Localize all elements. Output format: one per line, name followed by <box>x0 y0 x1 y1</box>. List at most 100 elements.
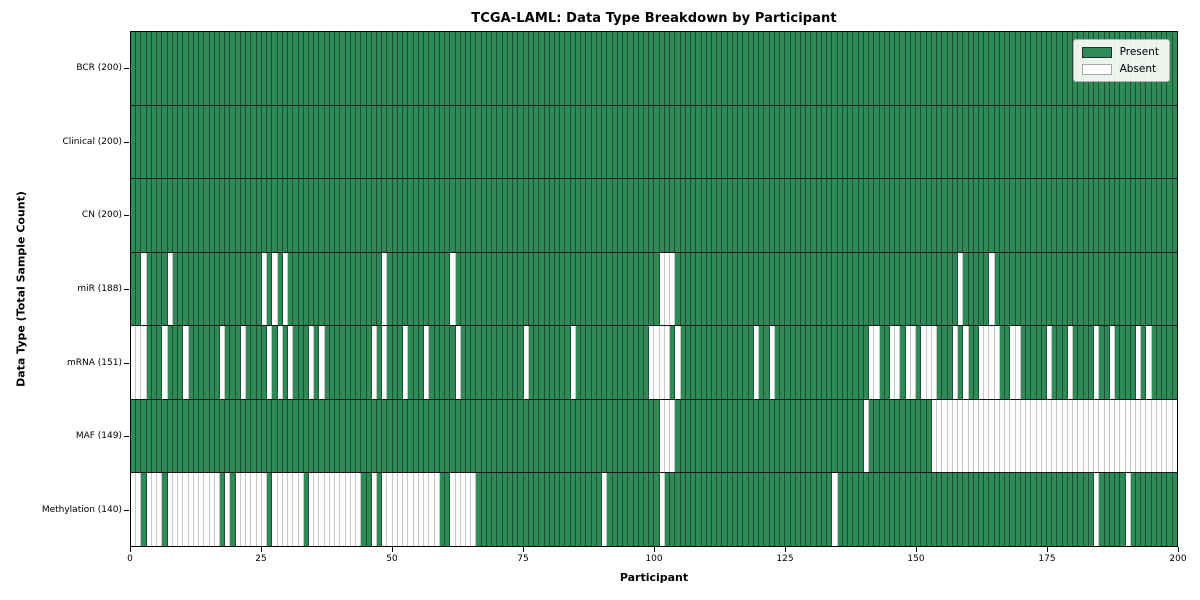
heatmap-cell <box>172 252 179 326</box>
heatmap-cell <box>178 105 184 179</box>
heatmap-cell <box>288 399 294 473</box>
heatmap-cell <box>324 252 330 326</box>
heatmap-cell <box>183 252 189 326</box>
heatmap-cell <box>994 399 1000 473</box>
heatmap-cell <box>314 32 320 105</box>
heatmap-cell <box>188 473 194 547</box>
heatmap-cell <box>141 326 147 399</box>
heatmap-cell <box>534 32 540 105</box>
heatmap-cell <box>157 179 163 252</box>
heatmap-cell <box>246 399 252 473</box>
heatmap-cell <box>801 252 807 326</box>
heatmap-cell <box>780 326 786 399</box>
heatmap-cell <box>392 399 398 473</box>
heatmap-cell <box>670 105 676 179</box>
heatmap-cell <box>1052 399 1058 473</box>
x-tick-mark <box>523 547 524 552</box>
heatmap-cell <box>539 105 545 179</box>
heatmap-cell <box>905 326 911 399</box>
y-tick-label-mrna: mRNA (151) <box>67 357 122 368</box>
heatmap-cell <box>497 252 503 326</box>
heatmap-cell <box>324 179 330 252</box>
heatmap-cell <box>795 252 801 326</box>
heatmap-cell <box>827 399 833 473</box>
heatmap-cell <box>256 399 262 473</box>
heatmap-cell <box>1026 473 1032 547</box>
heatmap-cell <box>1125 179 1131 252</box>
heatmap-cell <box>345 32 351 105</box>
heatmap-cell <box>926 473 932 547</box>
heatmap-cell <box>1052 473 1058 547</box>
heatmap-cell <box>1020 179 1027 252</box>
heatmap-cell <box>1130 179 1136 252</box>
heatmap-cell <box>764 32 770 105</box>
heatmap-cell <box>921 32 927 105</box>
x-tick-mark <box>130 547 131 552</box>
heatmap-cell <box>439 32 446 105</box>
heatmap-cell <box>1120 105 1126 179</box>
heatmap-cell <box>335 473 341 547</box>
heatmap-cell <box>162 473 168 547</box>
heatmap-row-cn <box>131 179 1177 253</box>
heatmap-cell <box>560 252 566 326</box>
heatmap-cell <box>1094 399 1100 473</box>
heatmap-cell <box>968 326 974 399</box>
heatmap-cell <box>722 399 728 473</box>
heatmap-cell <box>157 399 163 473</box>
heatmap-cell <box>413 473 419 547</box>
heatmap-cell <box>256 105 262 179</box>
heatmap-cell <box>403 473 409 547</box>
heatmap-cell <box>848 473 854 547</box>
heatmap-cell <box>952 179 959 252</box>
heatmap-cell <box>131 399 137 473</box>
heatmap-cell <box>738 399 744 473</box>
heatmap-cell <box>1010 326 1016 399</box>
heatmap-cell <box>701 399 707 473</box>
heatmap-cell <box>178 399 184 473</box>
heatmap-cell <box>916 473 922 547</box>
heatmap-cell <box>434 105 440 179</box>
heatmap-cell <box>167 179 173 252</box>
heatmap-cell <box>978 105 985 179</box>
heatmap-cell <box>1020 105 1027 179</box>
heatmap-cell <box>900 179 906 252</box>
heatmap-cell <box>931 252 938 326</box>
heatmap-cell <box>649 32 655 105</box>
heatmap-cell <box>350 473 357 547</box>
heatmap-cell <box>382 179 388 252</box>
heatmap-cell <box>544 105 550 179</box>
heatmap-cell <box>408 105 414 179</box>
heatmap-cell <box>303 399 309 473</box>
heatmap-cell <box>1141 326 1147 399</box>
heatmap-cell <box>706 473 713 547</box>
heatmap-cell <box>596 252 603 326</box>
heatmap-cell <box>821 179 828 252</box>
heatmap-cell <box>785 32 791 105</box>
heatmap-cell <box>884 179 890 252</box>
heatmap-cell <box>303 473 309 547</box>
heatmap-cell <box>1062 252 1068 326</box>
heatmap-cell <box>445 473 451 547</box>
heatmap-cell <box>685 32 692 105</box>
heatmap-cell <box>712 252 718 326</box>
heatmap-cell <box>879 32 885 105</box>
heatmap-cell <box>795 179 801 252</box>
heatmap-cell <box>188 179 194 252</box>
heatmap-cell <box>999 399 1006 473</box>
heatmap-cell <box>769 105 775 179</box>
heatmap-cell <box>418 105 425 179</box>
heatmap-cell <box>523 399 529 473</box>
heatmap-cell <box>350 32 357 105</box>
heatmap-cell <box>994 105 1000 179</box>
x-tick-label-0: 0 <box>127 554 133 564</box>
heatmap-cell <box>910 473 917 547</box>
heatmap-cell <box>544 252 550 326</box>
heatmap-cell <box>1073 326 1079 399</box>
heatmap-cell <box>712 32 718 105</box>
heatmap-cell <box>743 399 749 473</box>
heatmap-cell <box>455 326 461 399</box>
heatmap-cell <box>738 32 744 105</box>
heatmap-cell <box>654 326 660 399</box>
heatmap-cell <box>1026 105 1032 179</box>
heatmap-cell <box>1036 326 1042 399</box>
